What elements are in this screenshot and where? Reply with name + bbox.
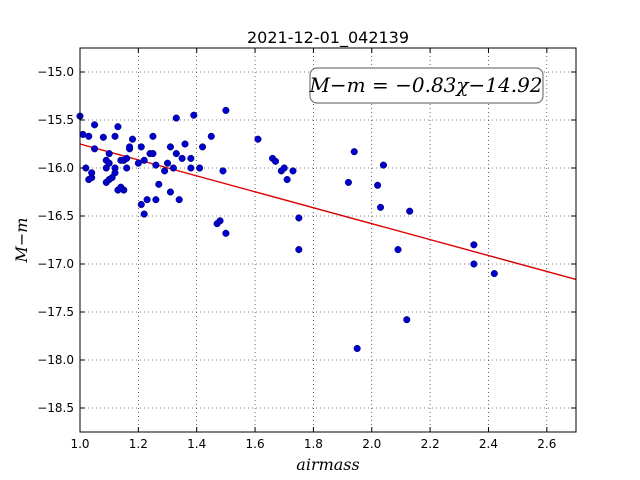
data-point (271, 157, 280, 165)
x-tick-label: 1.0 (70, 437, 89, 451)
data-point (222, 229, 230, 237)
y-axis-label: M−m (12, 218, 31, 264)
data-point (394, 246, 402, 254)
data-point (137, 143, 145, 151)
data-point (283, 175, 291, 184)
axis-ticks: 1.0 1.2 1.4 1.6 1.8 2.0 2.2 2.4 2.6 −15.0 −15.5 −16… (37, 48, 576, 451)
data-point (196, 164, 204, 172)
grid-lines (79, 48, 576, 432)
data-point (140, 156, 148, 164)
fit-annotation-box: M−m = −0.83χ−14.92 (308, 67, 544, 104)
data-point (350, 148, 358, 156)
data-point (111, 169, 119, 177)
plot-frame (79, 47, 577, 433)
data-point (374, 181, 382, 189)
data-point (207, 132, 215, 140)
data-point (403, 316, 411, 324)
fit-line (79, 143, 577, 281)
y-tick-label: −18.5 (37, 401, 74, 415)
chart-title: 2021-12-01_042139 (247, 28, 409, 48)
data-point (143, 196, 151, 204)
data-point (222, 106, 230, 114)
data-point (295, 214, 303, 222)
data-point (128, 135, 137, 143)
data-point (289, 167, 297, 175)
x-tick-label: 2.4 (479, 437, 498, 451)
y-tick-label: −18.0 (37, 353, 74, 367)
data-point (123, 164, 131, 172)
data-point (155, 180, 163, 188)
data-point (123, 154, 131, 162)
data-points (76, 106, 498, 353)
data-point (140, 210, 148, 218)
data-point (470, 260, 478, 268)
y-tick-label: −16.0 (37, 161, 74, 175)
y-tick-label: −15.5 (37, 113, 74, 127)
data-point (490, 270, 498, 278)
data-point (105, 159, 113, 167)
data-point (169, 164, 177, 172)
data-point (187, 164, 195, 172)
x-tick-label: 2.2 (421, 437, 440, 451)
data-point (470, 241, 478, 249)
data-point (120, 186, 128, 194)
y-tick-label: −15.0 (37, 65, 74, 79)
data-point (149, 132, 157, 140)
y-tick-label: −17.0 (37, 257, 74, 271)
x-tick-label: 2.6 (537, 437, 556, 451)
data-point (114, 123, 122, 131)
data-point (219, 167, 227, 175)
data-point (295, 246, 303, 254)
data-point (198, 143, 207, 151)
data-point (166, 188, 174, 196)
data-point (137, 200, 145, 209)
data-point (175, 196, 183, 204)
data-point (280, 164, 288, 172)
data-point (187, 154, 195, 162)
data-point (88, 169, 96, 177)
data-point (216, 217, 224, 225)
x-tick-label: 1.8 (304, 437, 323, 451)
data-point (91, 121, 99, 129)
x-tick-label: 1.4 (187, 437, 206, 451)
fit-line-group (79, 143, 577, 281)
data-point (149, 150, 157, 158)
data-point (134, 159, 142, 167)
data-point (344, 178, 352, 186)
x-tick-label: 2.0 (362, 437, 381, 451)
y-tick-label: −16.5 (37, 209, 74, 223)
data-point (152, 196, 160, 204)
data-point (152, 161, 160, 169)
data-point (353, 344, 361, 353)
data-point (161, 167, 169, 175)
x-tick-label: 1.6 (246, 437, 265, 451)
data-point (126, 143, 134, 151)
data-point (254, 135, 262, 143)
data-point (91, 145, 99, 153)
y-tick-label: −17.5 (37, 305, 74, 319)
data-point (190, 111, 198, 119)
fit-annotation: M−m = −0.83χ−14.92 (308, 73, 542, 97)
data-point (178, 154, 186, 162)
data-point (105, 150, 113, 158)
x-axis-label: airmass (296, 455, 359, 474)
data-point (172, 114, 180, 122)
data-point (99, 133, 107, 141)
data-point (181, 140, 189, 148)
data-point (172, 150, 180, 158)
data-point (163, 159, 172, 167)
data-point (111, 132, 119, 140)
data-point (379, 161, 387, 169)
data-point (85, 132, 93, 140)
x-tick-label: 1.2 (129, 437, 148, 451)
data-point (406, 207, 414, 215)
data-point (166, 143, 174, 151)
data-point (376, 203, 385, 211)
